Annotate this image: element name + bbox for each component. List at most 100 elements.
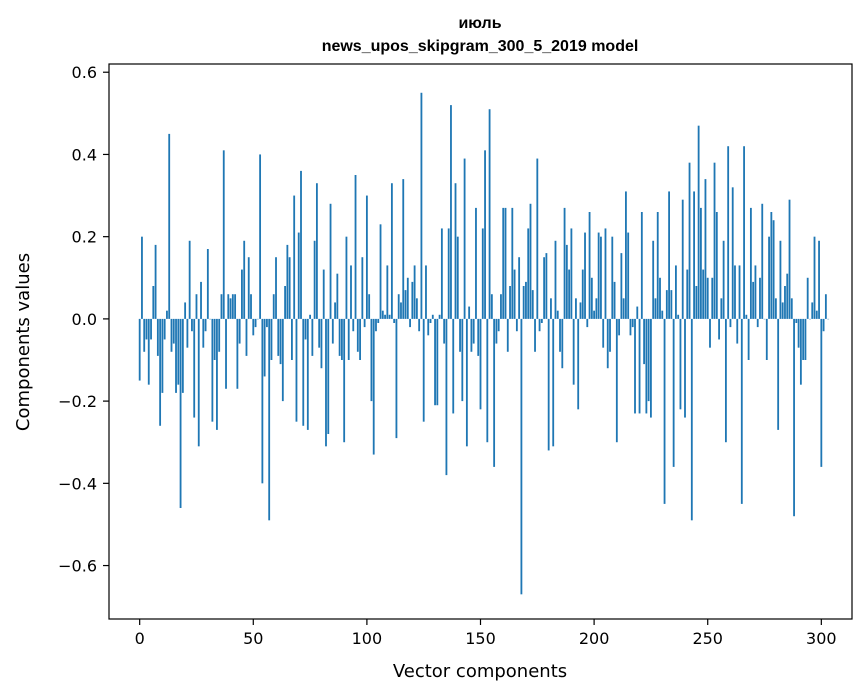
bar-7 <box>154 244 157 319</box>
bar-177 <box>540 318 543 323</box>
bar-161 <box>504 207 507 319</box>
bar-72 <box>302 318 305 426</box>
bar-24 <box>193 318 196 418</box>
bar-284 <box>784 286 786 319</box>
bar-279 <box>772 220 775 319</box>
bar-268 <box>747 318 750 360</box>
bar-265 <box>740 318 743 504</box>
bar-242 <box>688 162 691 319</box>
bar-75 <box>309 314 311 319</box>
bar-81 <box>322 269 325 319</box>
bar-38 <box>225 318 227 389</box>
bar-180 <box>547 318 550 451</box>
bar-200 <box>593 310 596 319</box>
bar-212 <box>620 253 623 319</box>
bar-157 <box>495 318 498 344</box>
bar-11 <box>163 318 166 340</box>
bar-293 <box>804 318 807 360</box>
bar-210 <box>615 318 618 443</box>
bar-165 <box>513 269 516 319</box>
bar-159 <box>500 294 502 319</box>
bar-89 <box>340 318 343 360</box>
bar-170 <box>525 281 527 319</box>
bar-285 <box>786 273 789 319</box>
bar-18 <box>179 318 182 508</box>
chart-subtitle: news_upos_skipgram_300_5_2019 model <box>322 38 639 55</box>
bar-241 <box>686 269 689 319</box>
bar-123 <box>418 318 421 332</box>
bar-173 <box>531 290 534 319</box>
bar-56 <box>266 318 268 328</box>
bar-80 <box>320 318 323 369</box>
bar-290 <box>797 318 800 348</box>
bar-68 <box>293 195 296 319</box>
bar-302 <box>824 294 827 319</box>
bar-84 <box>329 203 332 319</box>
bar-110 <box>388 314 391 319</box>
bar-138 <box>452 318 455 414</box>
bar-108 <box>384 314 386 319</box>
bar-282 <box>779 240 782 319</box>
bar-239 <box>681 199 684 319</box>
bar-206 <box>606 318 609 369</box>
bar-185 <box>559 318 561 352</box>
bar-131 <box>436 318 439 406</box>
bar-272 <box>756 318 759 328</box>
bar-70 <box>297 232 300 319</box>
bar-2 <box>143 318 146 352</box>
bar-250 <box>706 277 709 319</box>
bar-247 <box>699 207 702 319</box>
chart-title: июль <box>458 15 501 32</box>
bar-281 <box>777 318 780 430</box>
bar-178 <box>543 257 546 319</box>
bar-164 <box>511 207 514 319</box>
bar-92 <box>347 318 350 360</box>
bar-280 <box>774 298 777 319</box>
bar-47 <box>245 318 248 356</box>
bar-96 <box>356 318 359 352</box>
bar-8 <box>156 318 159 356</box>
bar-155 <box>490 294 493 319</box>
y-tick-label: 0.0 <box>72 310 97 329</box>
bar-300 <box>820 318 823 467</box>
bar-124 <box>420 92 423 319</box>
bar-262 <box>734 265 736 319</box>
bar-9 <box>159 318 162 426</box>
bar-288 <box>793 318 795 517</box>
bar-15 <box>172 318 175 344</box>
bar-147 <box>472 318 475 344</box>
bar-223 <box>645 318 648 414</box>
bar-114 <box>397 294 400 319</box>
bar-230 <box>661 310 664 319</box>
bar-35 <box>218 318 221 352</box>
bar-93 <box>350 265 352 319</box>
bar-183 <box>554 240 557 319</box>
bar-244 <box>693 191 695 319</box>
bar-13 <box>168 133 171 319</box>
bar-99 <box>363 318 366 328</box>
bar-197 <box>586 318 589 328</box>
bar-225 <box>650 318 652 418</box>
bar-278 <box>770 212 773 319</box>
x-tick-label: 50 <box>243 629 263 648</box>
bar-25 <box>195 294 198 319</box>
bar-10 <box>161 318 164 393</box>
bar-213 <box>622 298 625 319</box>
bar-33 <box>213 318 216 360</box>
bar-137 <box>450 105 452 319</box>
bar-4 <box>147 318 150 385</box>
bar-298 <box>815 310 818 319</box>
bar-151 <box>481 228 484 319</box>
y-tick-label: −0.6 <box>58 557 97 576</box>
bar-243 <box>690 318 693 521</box>
bar-95 <box>354 175 357 319</box>
x-tick-label: 100 <box>352 629 383 648</box>
bar-245 <box>695 286 698 319</box>
bar-30 <box>206 249 209 319</box>
bar-294 <box>806 277 809 319</box>
bar-301 <box>822 318 825 332</box>
bar-27 <box>200 281 202 319</box>
bar-136 <box>447 228 450 319</box>
bar-289 <box>795 318 798 323</box>
bar-232 <box>665 290 668 319</box>
